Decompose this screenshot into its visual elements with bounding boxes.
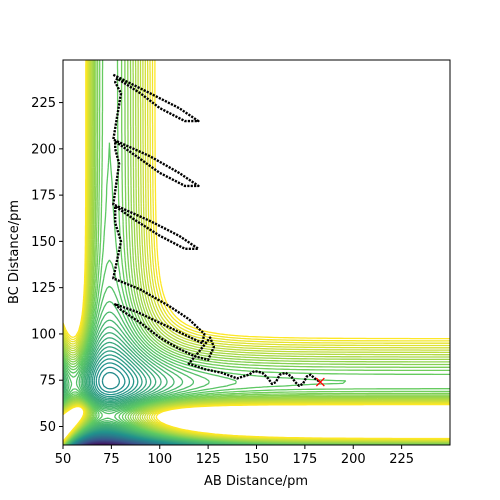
x-axis: 50 75 100 125 150 175 200 225: [55, 445, 414, 467]
x-tick-label: 225: [389, 452, 414, 467]
y-tick-label: 225: [31, 96, 56, 111]
x-tick-label: 100: [147, 452, 172, 467]
x-tick-label: 200: [341, 452, 366, 467]
x-tick-label: 175: [292, 452, 317, 467]
y-axis: 50 75 100 125 150 175 200 225: [31, 96, 63, 435]
trajectory-line: [112, 73, 322, 387]
y-tick-label: 50: [39, 420, 56, 435]
x-tick-label: 150: [244, 452, 269, 467]
trajectory-layer: [112, 73, 325, 387]
contour-lines: [63, 60, 450, 445]
x-tick-label: 125: [196, 452, 221, 467]
y-tick-label: 175: [31, 189, 56, 204]
x-tick-label: 75: [103, 452, 120, 467]
x-tick-label: 50: [55, 452, 72, 467]
end-point-marker: [315, 377, 325, 387]
y-axis-label: BC Distance/pm: [7, 200, 22, 304]
y-tick-label: 150: [31, 235, 56, 250]
contour-level: [63, 60, 450, 442]
y-tick-label: 200: [31, 142, 56, 157]
y-tick-label: 75: [39, 374, 56, 389]
y-tick-label: 100: [31, 327, 56, 342]
y-tick-label: 125: [31, 281, 56, 296]
x-axis-label: AB Distance/pm: [204, 474, 308, 489]
